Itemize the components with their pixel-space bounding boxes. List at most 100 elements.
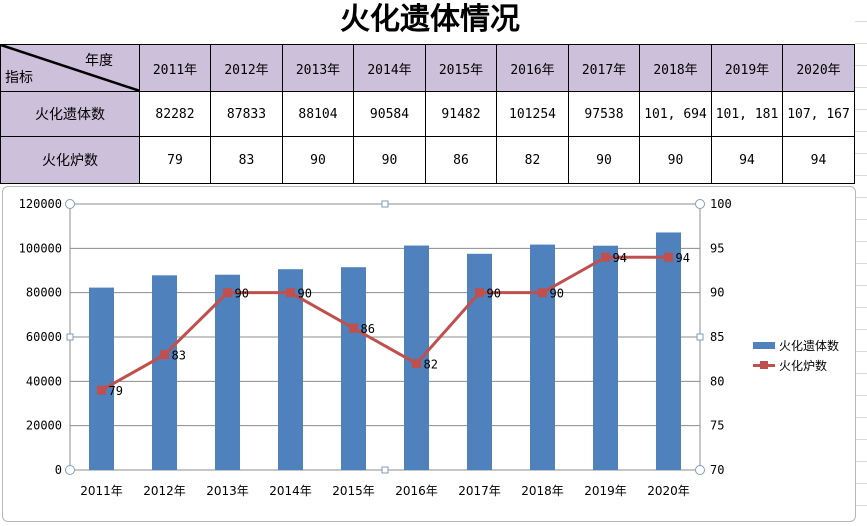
y-left-tick-label: 40000 bbox=[26, 374, 62, 388]
row-label-cell[interactable]: 火化遗体数 bbox=[0, 91, 140, 137]
y-left-tick-label: 60000 bbox=[26, 330, 62, 344]
x-tick-label: 2019年 bbox=[584, 484, 627, 498]
table-value-cell[interactable]: 91482 bbox=[425, 91, 497, 137]
y-right-tick-label: 85 bbox=[710, 330, 724, 344]
table-value-cell[interactable]: 82 bbox=[496, 136, 569, 184]
legend-item-line: 火化炉数 bbox=[753, 355, 839, 375]
page-title: 火化遗体情况 bbox=[340, 2, 520, 37]
bar bbox=[215, 274, 240, 470]
legend-swatch-bar bbox=[753, 341, 775, 349]
line-point bbox=[349, 323, 358, 333]
corner-year-label: 年度 bbox=[85, 53, 113, 69]
bar bbox=[656, 232, 681, 470]
resize-handle bbox=[66, 333, 74, 341]
year-header-cell[interactable]: 2014年 bbox=[353, 44, 426, 92]
x-tick-label: 2017年 bbox=[458, 484, 501, 498]
chart-legend[interactable]: 火化遗体数 火化炉数 bbox=[753, 335, 839, 375]
line-point bbox=[412, 359, 421, 369]
x-tick-label: 2018年 bbox=[521, 484, 564, 498]
row-label-cell[interactable]: 火化炉数 bbox=[0, 136, 140, 184]
year-header-cell[interactable]: 2016年 bbox=[496, 44, 569, 92]
year-header-cell[interactable]: 2020年 bbox=[782, 44, 855, 92]
resize-handle bbox=[65, 199, 75, 209]
legend-label: 火化遗体数 bbox=[779, 338, 840, 353]
bar bbox=[593, 245, 618, 470]
line-point bbox=[475, 288, 484, 298]
chart-area[interactable]: 0 20000 40000 60000 80000 100000 120000 70 75 80 8… bbox=[2, 186, 856, 522]
table-value-cell[interactable]: 107, 167 bbox=[782, 91, 855, 137]
x-tick-label: 2012年 bbox=[143, 484, 186, 498]
y-right-tick-label: 70 bbox=[710, 463, 724, 477]
table-value-cell[interactable]: 82282 bbox=[139, 91, 211, 137]
corner-indicator-label: 指标 bbox=[5, 70, 33, 86]
year-header-cell[interactable]: 2015年 bbox=[425, 44, 497, 92]
y-left-tick-label: 120000 bbox=[19, 197, 62, 211]
table-corner-cell[interactable]: 年度 指标 bbox=[0, 44, 140, 92]
year-header-cell[interactable]: 2012年 bbox=[210, 44, 283, 92]
data-label: 90 bbox=[487, 287, 501, 301]
year-header-cell[interactable]: 2011年 bbox=[139, 44, 211, 92]
data-label: 83 bbox=[172, 349, 186, 363]
table-value-cell[interactable]: 88104 bbox=[282, 91, 354, 137]
x-tick-label: 2020年 bbox=[647, 484, 690, 498]
table-value-cell[interactable]: 90 bbox=[282, 136, 354, 184]
data-label: 79 bbox=[109, 384, 123, 398]
table-value-cell[interactable]: 101, 181 bbox=[711, 91, 783, 137]
table-value-cell[interactable]: 90584 bbox=[353, 91, 426, 137]
year-header-cell[interactable]: 2018年 bbox=[639, 44, 712, 92]
y-left-tick-label: 80000 bbox=[26, 286, 62, 300]
data-label: 82 bbox=[424, 358, 438, 372]
data-label: 90 bbox=[235, 287, 249, 301]
data-label: 90 bbox=[298, 287, 312, 301]
data-label: 94 bbox=[613, 251, 627, 265]
bar bbox=[152, 275, 177, 470]
y-left-tick-label: 20000 bbox=[26, 419, 62, 433]
line-point bbox=[538, 288, 547, 298]
legend-item-bar: 火化遗体数 bbox=[753, 335, 839, 355]
resize-handle bbox=[65, 465, 75, 475]
table-value-cell[interactable]: 97538 bbox=[568, 91, 640, 137]
bar bbox=[278, 269, 303, 470]
table-value-cell[interactable]: 90 bbox=[639, 136, 712, 184]
table-value-cell[interactable]: 90 bbox=[353, 136, 426, 184]
line-point bbox=[160, 350, 169, 360]
line-point bbox=[601, 252, 610, 262]
year-header-cell[interactable]: 2019年 bbox=[711, 44, 783, 92]
resize-handle bbox=[381, 466, 389, 474]
resize-handle bbox=[696, 333, 704, 341]
bar bbox=[530, 244, 555, 470]
legend-swatch-line bbox=[753, 360, 775, 369]
line-point bbox=[97, 385, 106, 395]
legend-label: 火化炉数 bbox=[779, 358, 828, 373]
x-tick-label: 2015年 bbox=[332, 484, 375, 498]
table-value-cell[interactable]: 87833 bbox=[210, 91, 283, 137]
line-point bbox=[664, 252, 673, 262]
table-value-cell[interactable]: 83 bbox=[210, 136, 283, 184]
combo-chart: 0 20000 40000 60000 80000 100000 120000 70 75 80 8… bbox=[19, 197, 732, 498]
bar bbox=[341, 267, 366, 470]
table-value-cell[interactable]: 90 bbox=[568, 136, 640, 184]
line-point bbox=[223, 288, 232, 298]
table-value-cell[interactable]: 94 bbox=[711, 136, 783, 184]
y-left-tick-label: 0 bbox=[55, 463, 62, 477]
x-tick-label: 2011年 bbox=[80, 484, 123, 498]
x-tick-label: 2014年 bbox=[269, 484, 312, 498]
year-header-cell[interactable]: 2013年 bbox=[282, 44, 354, 92]
y-right-tick-label: 100 bbox=[710, 197, 732, 211]
table-value-cell[interactable]: 94 bbox=[782, 136, 855, 184]
year-header-cell[interactable]: 2017年 bbox=[568, 44, 640, 92]
table-value-cell[interactable]: 101254 bbox=[496, 91, 569, 137]
y-left-tick-label: 100000 bbox=[19, 241, 62, 255]
series-line bbox=[100, 255, 669, 392]
sheet-gridlines bbox=[855, 0, 867, 526]
y-right-tick-label: 80 bbox=[710, 374, 724, 388]
table-value-cell[interactable]: 101, 694 bbox=[639, 91, 712, 137]
table-value-cell[interactable]: 86 bbox=[425, 136, 497, 184]
table-value-cell[interactable]: 79 bbox=[139, 136, 211, 184]
data-label: 94 bbox=[676, 251, 690, 265]
bar bbox=[89, 287, 114, 470]
y-right-tick-label: 90 bbox=[710, 286, 724, 300]
x-tick-label: 2013年 bbox=[206, 484, 249, 498]
corner-diagonal bbox=[1, 45, 140, 91]
y-right-tick-label: 75 bbox=[710, 419, 724, 433]
